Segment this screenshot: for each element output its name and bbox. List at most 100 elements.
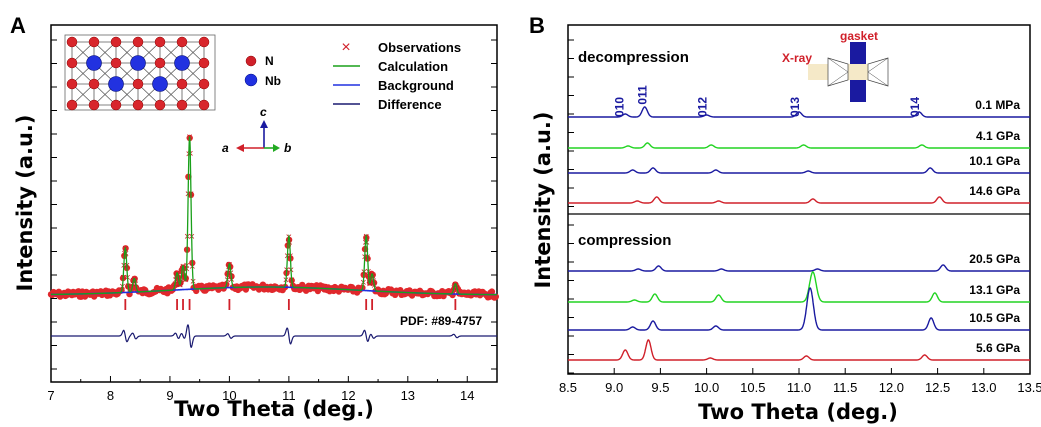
n-atom-legend-icon bbox=[245, 55, 257, 67]
plot-b-hkl-labels: 010 011 012 013 014 bbox=[612, 85, 922, 117]
nb-atom bbox=[152, 76, 168, 92]
plot-a-ylabel: Intensity (a.u.) bbox=[13, 114, 37, 291]
n-atom bbox=[66, 36, 78, 48]
hkl-label: 012 bbox=[696, 97, 710, 117]
plot-b-data: 0.1 MPa 4.1 GPa 10.1 GPa 14.6 GPa 20.5 GPa 13… bbox=[568, 98, 1030, 361]
xtick-label: 10.5 bbox=[740, 380, 765, 395]
dac-inset: gasket X-ray bbox=[782, 29, 889, 102]
n-atom bbox=[154, 36, 166, 48]
calculation-curve bbox=[50, 136, 497, 296]
pressure-label: 13.1 GPa bbox=[969, 283, 1020, 297]
xtick-label: 11 bbox=[282, 388, 296, 403]
pattern-curve bbox=[568, 339, 1030, 361]
pressure-label: 0.1 MPa bbox=[975, 98, 1020, 112]
panel-label-b: B bbox=[529, 13, 545, 38]
pattern-curve bbox=[568, 287, 1030, 331]
observations-marker-icon: × bbox=[341, 39, 350, 56]
pattern-curve bbox=[568, 196, 1030, 204]
gasket-label: gasket bbox=[840, 29, 878, 43]
n-atom bbox=[110, 99, 122, 111]
plot-a-data: ×××××××××××××× ××××××××××××××××××××××××××… bbox=[47, 131, 499, 349]
n-atom bbox=[132, 99, 144, 111]
n-atom bbox=[176, 36, 188, 48]
xtick-label: 13.0 bbox=[971, 380, 996, 395]
nb-atom bbox=[174, 55, 190, 71]
plot-b-yticks bbox=[568, 39, 574, 374]
gasket-top bbox=[850, 42, 866, 64]
n-atom bbox=[198, 57, 210, 69]
xtick-label: 13 bbox=[401, 388, 415, 403]
xtick-label: 12 bbox=[341, 388, 355, 403]
decompression-label: decompression bbox=[578, 49, 689, 66]
legend-difference: Difference bbox=[378, 97, 442, 112]
hkl-label: 014 bbox=[908, 97, 922, 117]
nb-atom bbox=[108, 76, 124, 92]
n-atom bbox=[66, 78, 78, 90]
pressure-label: 4.1 GPa bbox=[976, 129, 1020, 143]
pressure-label: 20.5 GPa bbox=[969, 252, 1020, 266]
n-atom bbox=[176, 99, 188, 111]
n-atom bbox=[88, 36, 100, 48]
observation-marker: × bbox=[177, 279, 183, 291]
plot-a-xticks: 7 8 9 10 11 12 13 14 bbox=[47, 376, 475, 403]
n-atom bbox=[154, 57, 166, 69]
n-atom bbox=[66, 99, 78, 111]
xtick-label: 13.5 bbox=[1017, 380, 1041, 395]
hkl-label: 010 bbox=[612, 97, 626, 117]
pdf-annotation: PDF: #89-4757 bbox=[400, 314, 482, 328]
pattern-curve bbox=[568, 271, 1030, 303]
xtick-label: 8 bbox=[107, 388, 114, 403]
pressure-label: 10.1 GPa bbox=[969, 154, 1020, 168]
legend-observations: Observations bbox=[378, 40, 461, 55]
plot-a-legend: × Observations Calculation Background Di… bbox=[333, 39, 461, 112]
crystal-axes: c a b bbox=[222, 105, 291, 155]
axis-c-label: c bbox=[260, 105, 267, 119]
xtick-label: 10 bbox=[222, 388, 236, 403]
xtick-label: 12.0 bbox=[879, 380, 904, 395]
observation-marker: × bbox=[177, 280, 183, 292]
axis-a-label: a bbox=[222, 141, 229, 155]
plot-a-frame bbox=[50, 24, 498, 383]
pattern-curve bbox=[568, 106, 1030, 118]
n-atom bbox=[176, 78, 188, 90]
xray-label: X-ray bbox=[782, 51, 812, 65]
xtick-label: 12.5 bbox=[925, 380, 950, 395]
plot-b-xticks: 8.5 9.0 9.5 10.0 10.5 11.0 11.5 12.0 12.5 13.0 13.… bbox=[559, 368, 1041, 395]
n-atom bbox=[154, 99, 166, 111]
pressure-label: 5.6 GPa bbox=[976, 341, 1020, 355]
crystal-structure-inset bbox=[64, 34, 216, 111]
pressure-label: 14.6 GPa bbox=[969, 184, 1020, 198]
n-atom bbox=[132, 78, 144, 90]
n-atom bbox=[198, 36, 210, 48]
xtick-label: 10.0 bbox=[694, 380, 719, 395]
xtick-label: 8.5 bbox=[559, 380, 577, 395]
xtick-label: 9.0 bbox=[605, 380, 623, 395]
hkl-label: 013 bbox=[788, 97, 802, 117]
plot-b-xlabel: Two Theta (deg.) bbox=[698, 400, 898, 424]
xtick-label: 9.5 bbox=[651, 380, 669, 395]
n-atom bbox=[66, 57, 78, 69]
n-atom bbox=[88, 99, 100, 111]
n-atom-label: N bbox=[265, 54, 274, 68]
panel-label-a: A bbox=[10, 13, 26, 38]
difference-curve bbox=[51, 324, 497, 349]
pattern-curve bbox=[568, 142, 1030, 149]
n-atom bbox=[88, 78, 100, 90]
n-atom bbox=[110, 36, 122, 48]
plot-b-ylabel: Intensity (a.u.) bbox=[531, 111, 555, 288]
plot-a-xlabel: Two Theta (deg.) bbox=[174, 397, 374, 421]
nb-atom bbox=[130, 55, 146, 71]
pattern-curve bbox=[568, 264, 1030, 272]
nb-atom-legend-icon bbox=[244, 73, 258, 87]
n-atom bbox=[198, 78, 210, 90]
xtick-label: 11.0 bbox=[787, 380, 811, 395]
n-atom bbox=[110, 57, 122, 69]
observation-point bbox=[488, 288, 496, 295]
hkl-label: 011 bbox=[636, 85, 650, 105]
xtick-label: 9 bbox=[166, 388, 173, 403]
axis-b-label: b bbox=[284, 141, 291, 155]
legend-background: Background bbox=[378, 78, 454, 93]
pattern-curve bbox=[568, 167, 1030, 174]
n-atom bbox=[132, 36, 144, 48]
